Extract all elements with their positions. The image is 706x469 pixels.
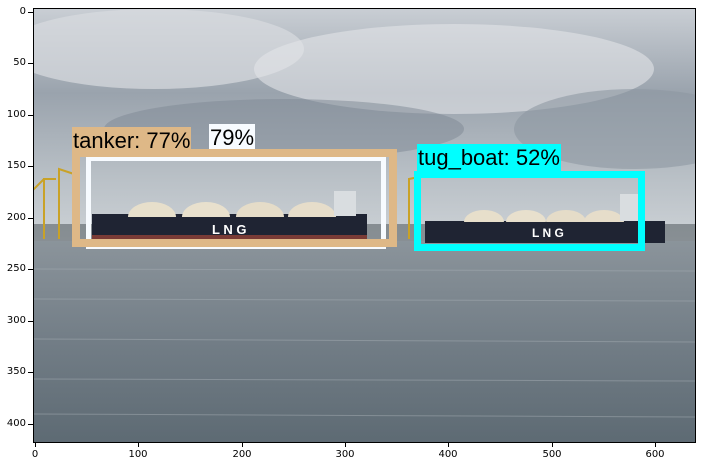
detection-box-tanker	[72, 149, 397, 247]
y-tick-label: 150	[6, 160, 26, 171]
x-tick-label: 600	[645, 449, 665, 460]
cloud	[104, 99, 464, 159]
x-tick-label: 400	[438, 449, 458, 460]
y-tick-label: 250	[6, 263, 26, 274]
hull-lettering: L N G	[212, 222, 246, 237]
hull-lettering: L N G	[532, 226, 564, 240]
image-plot: L N G L N G 79% tanker: 77% tug_boat: 52…	[33, 8, 696, 443]
y-tick-label: 300	[6, 315, 26, 326]
y-tick-label: 100	[6, 109, 26, 120]
y-tick-label: 0	[19, 6, 26, 17]
harbor-photo: L N G L N G	[34, 9, 695, 442]
detection-box-tug-boat	[414, 171, 645, 251]
cloud	[254, 24, 654, 114]
hull	[425, 221, 665, 243]
detection-label-tanker: tanker: 77%	[72, 127, 192, 154]
x-tick-label: 100	[128, 449, 148, 460]
hull-waterline	[92, 235, 367, 240]
water-ripples	[34, 268, 695, 418]
y-tick-label: 200	[6, 212, 26, 223]
ship-left: L N G	[92, 191, 367, 240]
x-tick-label: 200	[232, 449, 252, 460]
detection-label-tug-boat: tug_boat: 52%	[417, 144, 561, 171]
detection-label-79: 79%	[209, 124, 256, 151]
y-tick-label: 350	[6, 366, 26, 377]
x-tick-label: 500	[542, 449, 562, 460]
cloud	[34, 9, 304, 89]
y-tick-label: 400	[6, 418, 26, 429]
ship-right: L N G	[425, 194, 665, 243]
x-tick-label: 0	[31, 449, 39, 460]
y-tick-label: 50	[13, 57, 26, 68]
x-tick-label: 300	[335, 449, 355, 460]
